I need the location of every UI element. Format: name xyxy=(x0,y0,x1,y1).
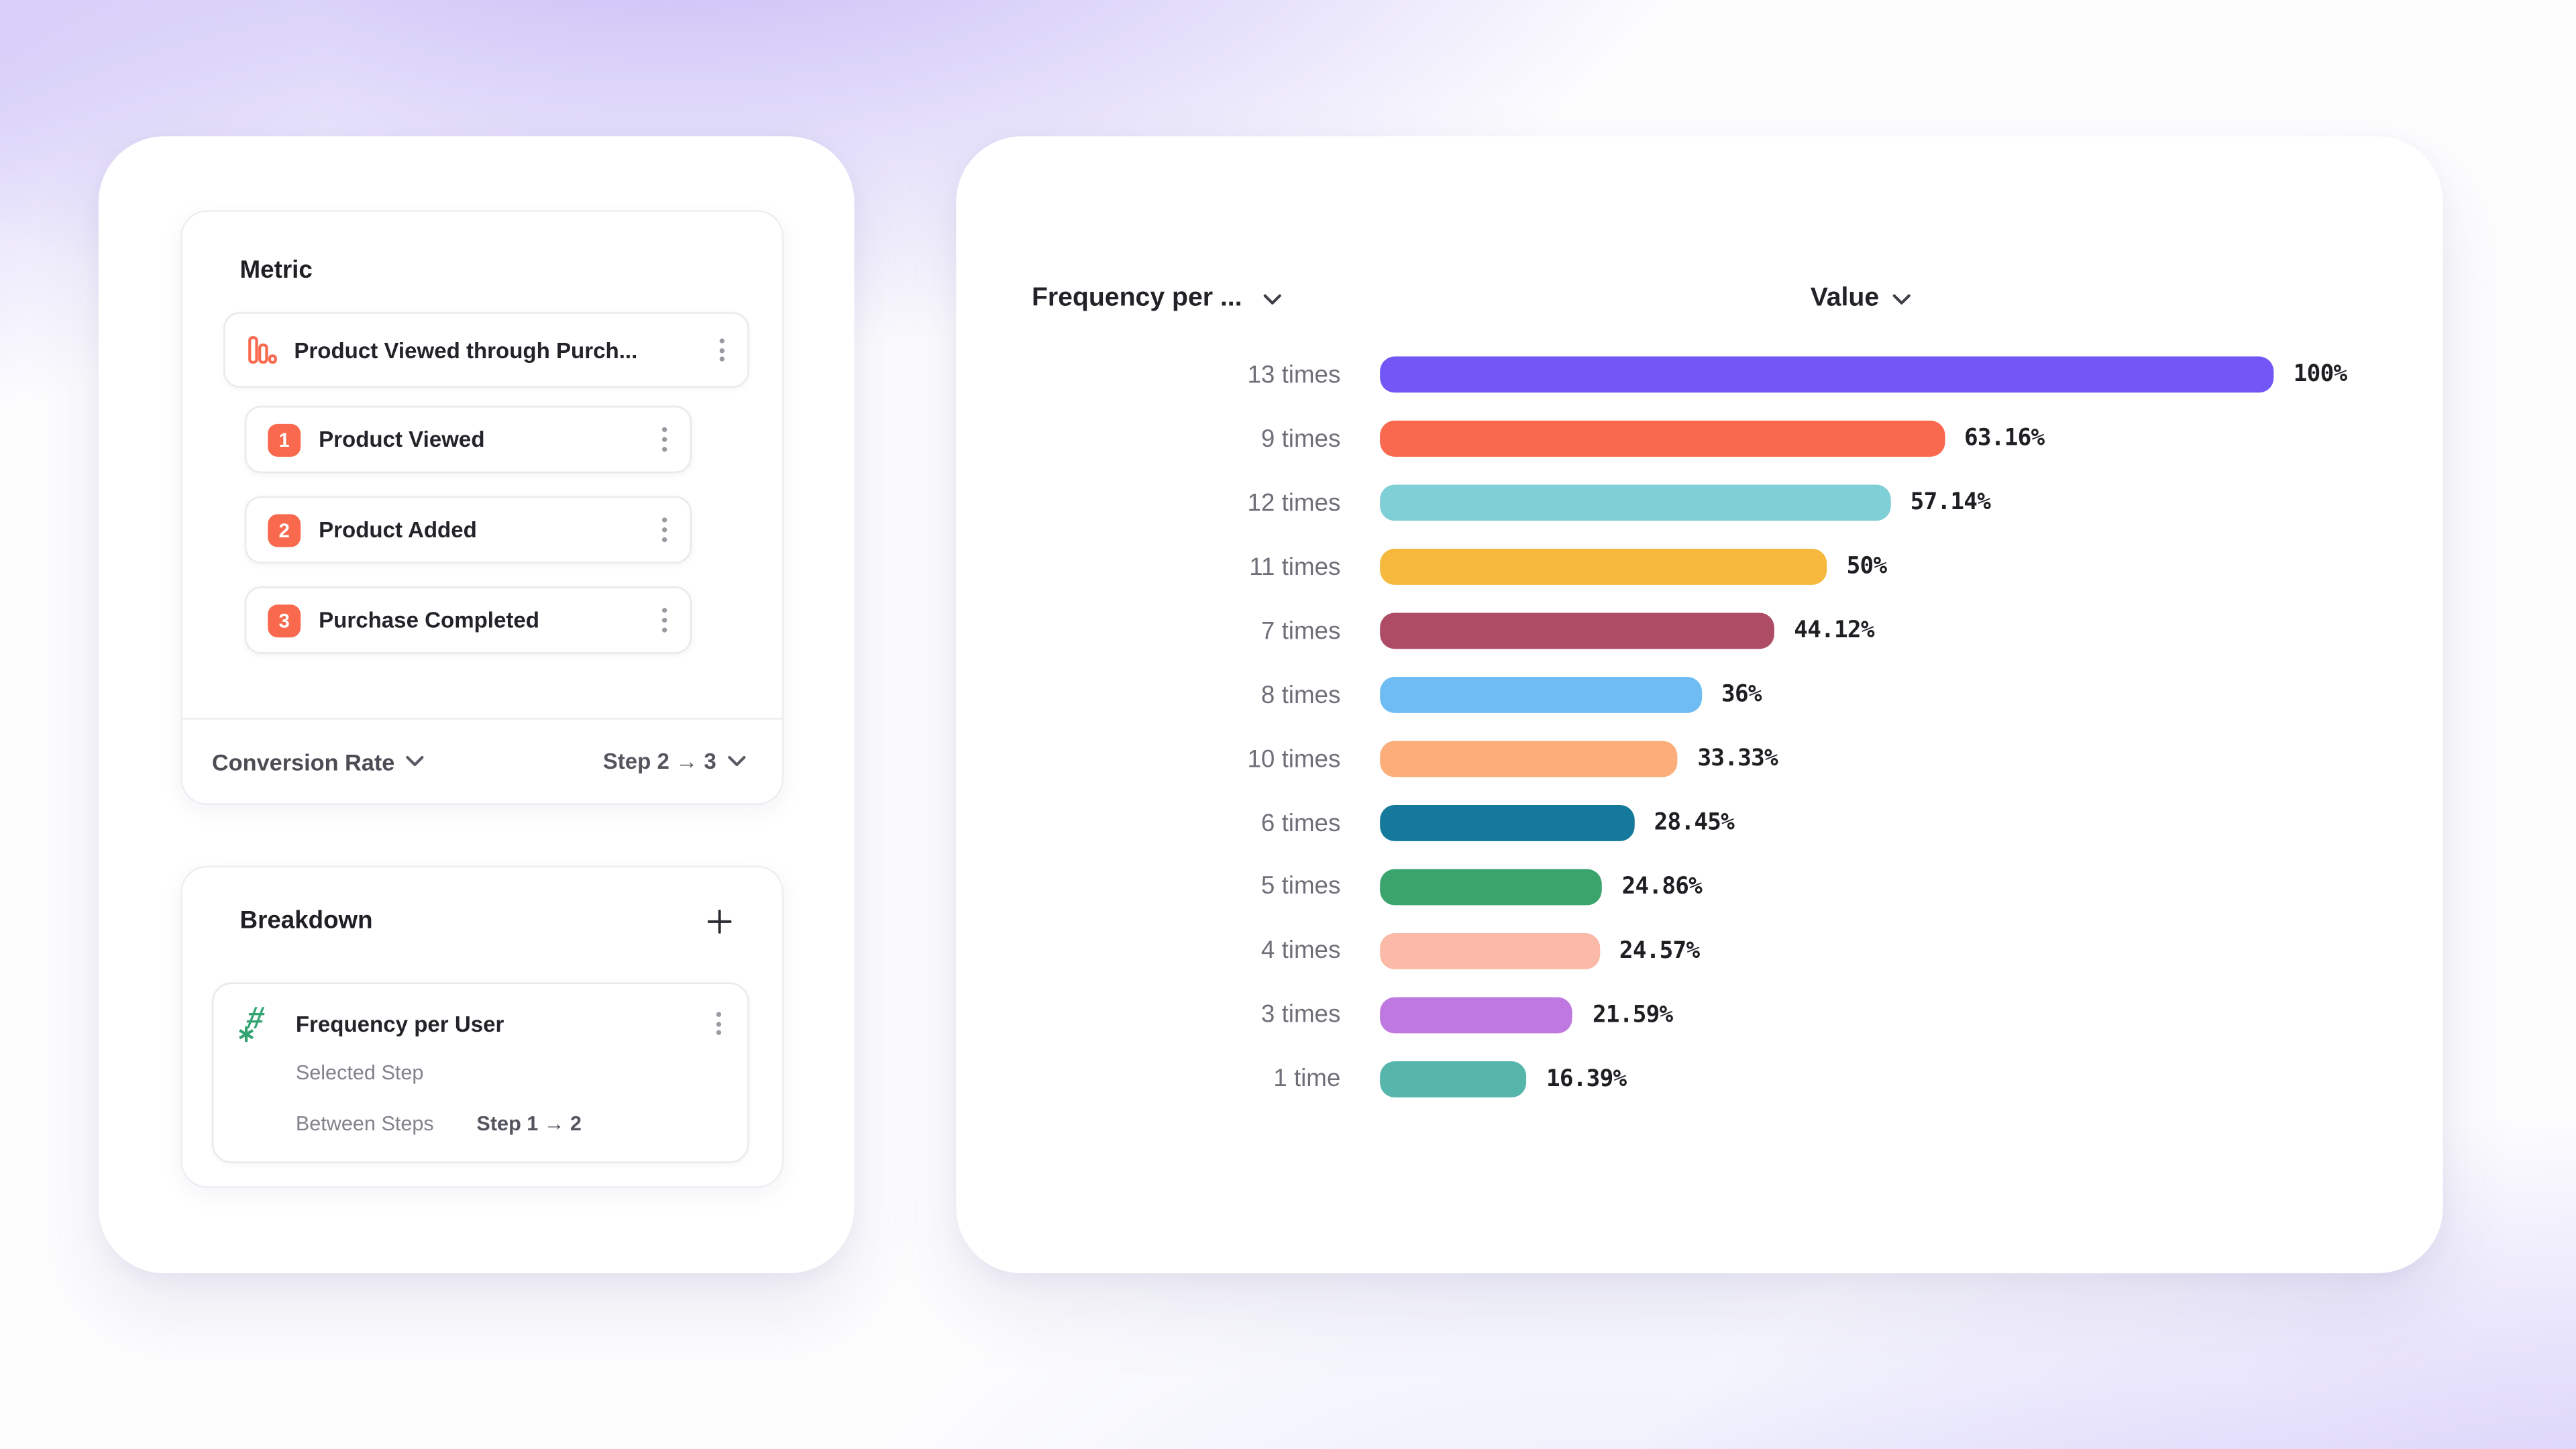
bar[interactable] xyxy=(1380,869,1603,906)
kebab-menu-icon[interactable] xyxy=(659,605,670,636)
chart-row: 7 times 44.12% xyxy=(956,599,2443,663)
value-label: 63.16% xyxy=(1964,426,2045,453)
funnel-step-row[interactable]: 3 Purchase Completed xyxy=(244,586,692,654)
bar[interactable] xyxy=(1380,613,1774,649)
value-label: 24.57% xyxy=(1619,938,1700,965)
chevron-down-icon xyxy=(728,755,746,767)
kebab-menu-icon[interactable] xyxy=(659,515,670,545)
value-column-dropdown[interactable]: Value xyxy=(1811,284,1911,314)
chart-row: 3 times 21.59% xyxy=(956,983,2443,1046)
category-label: 3 times xyxy=(1260,1001,1341,1029)
step-range-dropdown[interactable]: Step 2 → 3 xyxy=(602,749,746,774)
value-label: 44.12% xyxy=(1794,618,1874,645)
breakdown-item-name: Frequency per User xyxy=(295,1011,504,1036)
bar[interactable] xyxy=(1380,357,2274,394)
add-breakdown-button[interactable] xyxy=(706,908,733,934)
funnel-metric-name: Product Viewed through Purch... xyxy=(294,337,638,363)
bar[interactable] xyxy=(1380,997,1573,1034)
selected-step-label[interactable]: Selected Step xyxy=(295,1061,424,1085)
chart-row: 1 time 16.39% xyxy=(956,1047,2443,1111)
bar[interactable] xyxy=(1380,421,1945,458)
bar[interactable] xyxy=(1380,932,1600,969)
group-by-dropdown[interactable]: Frequency per ... xyxy=(1032,284,1281,314)
category-label: 13 times xyxy=(1247,361,1341,390)
step-event-name: Product Added xyxy=(319,517,477,543)
chart-row: 9 times 63.16% xyxy=(956,407,2443,471)
funnel-step-row[interactable]: 1 Product Viewed xyxy=(244,405,692,474)
category-label: 12 times xyxy=(1247,489,1341,518)
chart-row: 6 times 28.45% xyxy=(956,791,2443,855)
category-label: 11 times xyxy=(1249,553,1341,582)
kebab-menu-icon[interactable] xyxy=(716,335,728,366)
funnel-steps: 1 Product Viewed 2 Product Added 3 Purch… xyxy=(244,405,692,654)
value-label: 28.45% xyxy=(1654,810,1735,837)
chart-row: 4 times 24.57% xyxy=(956,919,2443,983)
value-label: 24.86% xyxy=(1621,873,1703,900)
breakdown-item-header: # ∗ Frequency per User xyxy=(236,1002,724,1047)
category-label: 4 times xyxy=(1260,936,1341,965)
metric-footer-divider xyxy=(182,718,782,720)
chevron-down-icon xyxy=(1263,293,1281,305)
chart-row: 11 times 50% xyxy=(956,535,2443,599)
category-label: 6 times xyxy=(1260,809,1341,837)
funnel-chart-icon xyxy=(248,335,278,365)
query-builder-card: Metric Product Viewed through Purch... 1… xyxy=(98,136,855,1273)
value-label: 100% xyxy=(2293,362,2347,389)
value-column-label: Value xyxy=(1810,284,1880,313)
chevron-down-icon xyxy=(1892,293,1911,305)
between-steps-label: Between Steps xyxy=(295,1112,434,1136)
step-number-badge: 1 xyxy=(268,423,301,456)
chart-row: 5 times 24.86% xyxy=(956,855,2443,919)
chart-row: 8 times 36% xyxy=(956,663,2443,727)
chevron-down-icon xyxy=(406,755,425,767)
value-label: 21.59% xyxy=(1593,1002,1673,1028)
value-label: 16.39% xyxy=(1546,1065,1627,1093)
breakdown-section: Breakdown # ∗ Frequency per User Selected… xyxy=(180,865,784,1188)
between-steps-value: Step 1 → 2 xyxy=(476,1112,582,1136)
chart-row: 10 times 33.33% xyxy=(956,727,2443,791)
bar[interactable] xyxy=(1380,805,1635,841)
bar[interactable] xyxy=(1380,677,1702,714)
value-label: 57.14% xyxy=(1910,490,1991,517)
bar[interactable] xyxy=(1380,741,1678,777)
metric-section: Metric Product Viewed through Purch... 1… xyxy=(180,210,784,806)
bar[interactable] xyxy=(1380,485,1891,522)
breakdown-section-title: Breakdown xyxy=(239,906,373,935)
bar-chart: 13 times 100% 9 times 63.16% 12 times 57… xyxy=(956,343,2443,1111)
chart-row: 13 times 100% xyxy=(956,343,2443,407)
category-label: 1 time xyxy=(1273,1065,1341,1093)
value-label: 36% xyxy=(1721,682,1762,708)
step-number-badge: 3 xyxy=(268,604,301,637)
metric-section-title: Metric xyxy=(239,256,313,284)
step-event-name: Purchase Completed xyxy=(319,608,539,633)
step-range-label: Step 2 → 3 xyxy=(602,749,716,774)
kebab-menu-icon[interactable] xyxy=(659,424,670,455)
step-event-name: Product Viewed xyxy=(319,427,485,452)
conversion-rate-label: Conversion Rate xyxy=(211,748,395,775)
between-steps-row[interactable]: Between Steps Step 1 → 2 xyxy=(296,1112,582,1135)
bar[interactable] xyxy=(1380,1061,1527,1097)
breakdown-item[interactable]: # ∗ Frequency per User Selected Step Betw… xyxy=(211,982,749,1163)
funnel-metric-row[interactable]: Product Viewed through Purch... xyxy=(223,312,749,388)
category-label: 8 times xyxy=(1260,681,1341,710)
category-label: 7 times xyxy=(1260,617,1341,645)
kebab-menu-icon[interactable] xyxy=(713,1008,724,1039)
conversion-rate-dropdown[interactable]: Conversion Rate xyxy=(212,749,425,775)
group-by-label: Frequency per ... xyxy=(1031,284,1242,313)
category-label: 5 times xyxy=(1260,873,1341,902)
step-number-badge: 2 xyxy=(268,513,301,547)
chart-card: Frequency per ... Value 13 times 100% 9 … xyxy=(956,136,2443,1273)
category-label: 9 times xyxy=(1260,425,1341,453)
category-label: 10 times xyxy=(1247,745,1341,773)
chart-row: 12 times 57.14% xyxy=(956,472,2443,535)
breakdown-header: Breakdown xyxy=(240,907,733,936)
value-label: 33.33% xyxy=(1697,746,1778,773)
value-label: 50% xyxy=(1846,553,1887,581)
metric-footer: Conversion Rate Step 2 → 3 xyxy=(212,720,746,804)
funnel-step-row[interactable]: 2 Product Added xyxy=(244,496,692,564)
numeric-property-icon: # ∗ xyxy=(236,1002,268,1047)
bar[interactable] xyxy=(1380,549,1827,586)
